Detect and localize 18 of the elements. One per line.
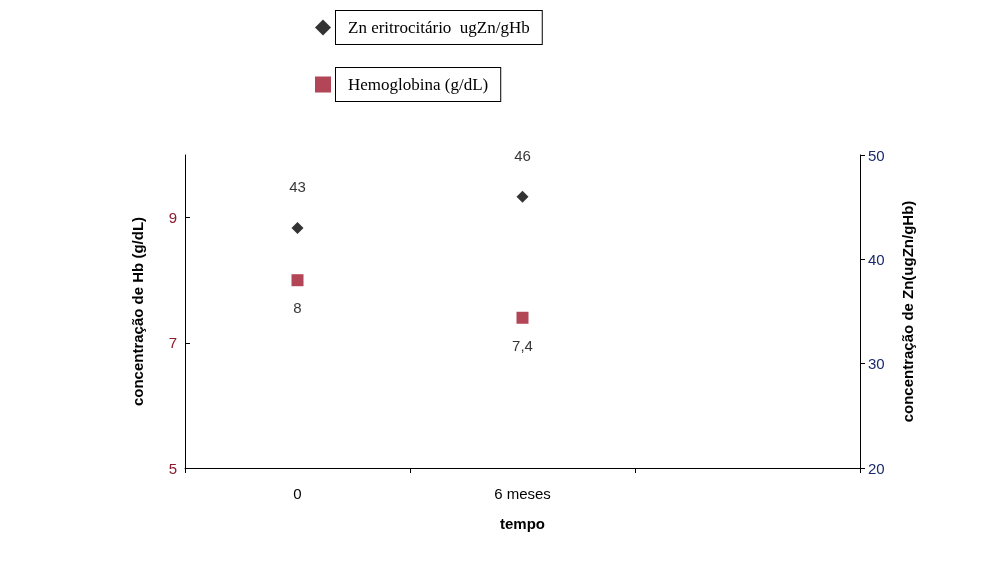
y2-axis-title: concentração de Zn(ugZn/gHb) (899, 200, 916, 423)
legend-label: Hemoglobina (g/dL) (348, 75, 489, 94)
y-tick-label: 5 (168, 459, 177, 477)
data-label: 8 (293, 299, 302, 317)
legend-label: Zn eritrocitário ugZn/gHb (348, 18, 530, 37)
y-tick-label: 7 (168, 334, 177, 352)
y2-tick-label: 20 (868, 459, 885, 477)
y-axis-title: concentração de Hb (g/dL) (129, 216, 146, 407)
y-tick-label: 9 (168, 209, 177, 227)
x-axis-title: tempo (500, 515, 545, 532)
y2-tick-label: 40 (868, 250, 885, 268)
data-label: 7,4 (512, 336, 533, 354)
y2-tick-label: 50 (868, 146, 885, 164)
x-tick-label: 0 (293, 485, 302, 502)
data-label: 43 (289, 178, 306, 196)
y2-tick-label: 30 (868, 355, 885, 373)
x-tick-label: 6 meses (494, 485, 551, 502)
data-label: 46 (514, 146, 531, 164)
